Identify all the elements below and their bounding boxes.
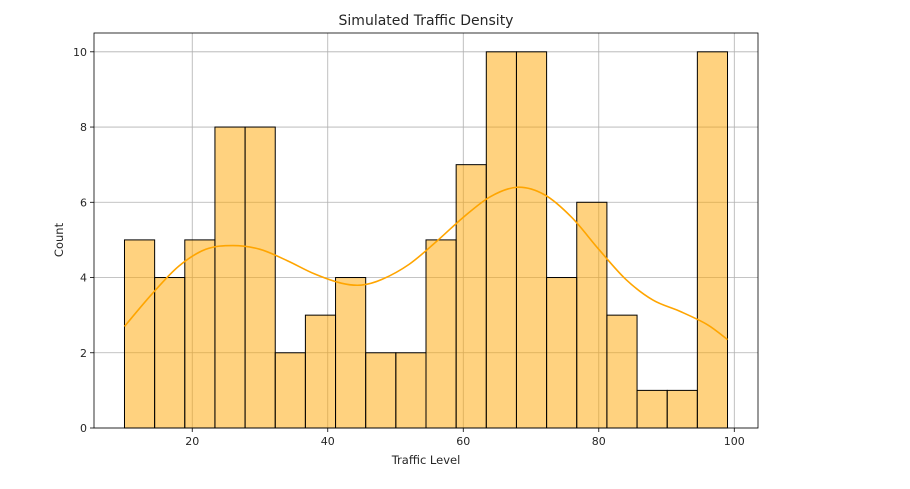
x-tick-label: 100 <box>724 435 745 448</box>
x-tick-label: 60 <box>456 435 470 448</box>
x-tick-label: 20 <box>185 435 199 448</box>
histogram-bar <box>425 239 457 429</box>
histogram-bar <box>485 51 517 429</box>
y-tick-label: 8 <box>80 121 87 134</box>
x-tick-label: 40 <box>321 435 335 448</box>
y-axis-title: Count <box>52 222 66 257</box>
histogram-bar <box>335 277 367 429</box>
histogram-bar <box>395 352 427 429</box>
histogram-bar <box>123 239 156 429</box>
histogram-bars <box>123 51 729 429</box>
plot-frame <box>93 32 759 429</box>
histogram-bar <box>274 352 306 429</box>
histogram-bar <box>696 51 729 429</box>
y-tick-label: 4 <box>80 272 87 285</box>
y-tick-label: 6 <box>80 196 87 209</box>
histogram-bar <box>154 277 186 429</box>
histogram-bar <box>184 239 216 429</box>
histogram-bar <box>576 201 608 429</box>
histogram-bar <box>666 389 698 429</box>
histogram-bar <box>365 352 397 429</box>
x-axis-title: Traffic Level <box>391 453 461 467</box>
histogram-bar <box>636 389 668 429</box>
y-tick-label: 10 <box>73 46 87 59</box>
histogram-bar <box>515 51 548 429</box>
histogram-bar <box>244 126 276 429</box>
chart-title: Simulated Traffic Density <box>339 13 514 29</box>
histogram-bar <box>455 164 487 429</box>
histogram-bar <box>606 314 638 429</box>
histogram-bar <box>546 277 578 429</box>
y-tick-label: 0 <box>80 422 87 435</box>
histogram-bar <box>214 126 246 429</box>
x-tick-label: 80 <box>592 435 606 448</box>
x-axis-ticks: 20 40 60 80 100 <box>185 428 745 448</box>
y-axis-ticks: 0 2 4 6 8 10 <box>73 46 94 435</box>
y-tick-label: 2 <box>80 347 87 360</box>
kde-curve <box>123 186 728 341</box>
histogram-bar <box>304 314 337 429</box>
